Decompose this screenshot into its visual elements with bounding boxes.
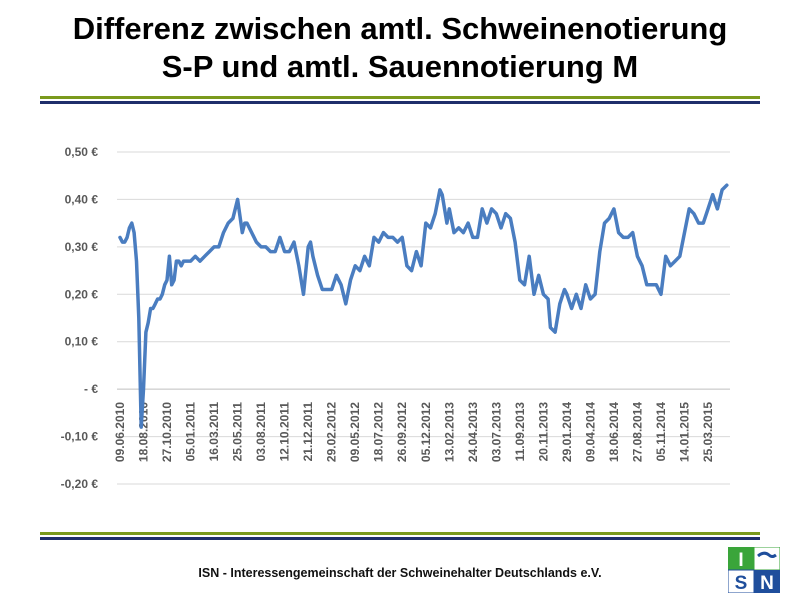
x-tick-label: 27.10.2010 [160,402,174,462]
y-tick-label: 0,50 € [65,145,99,159]
x-tick-label: 25.03.2015 [701,402,715,462]
title-line-2: S-P und amtl. Sauennotierung M [161,49,639,84]
x-tick-label: 12.10.2011 [278,402,292,462]
y-tick-label: 0,20 € [65,287,99,301]
chart-gridlines [117,151,730,485]
x-tick-label: 05.01.2011 [184,402,198,462]
y-tick-label: - € [84,382,98,396]
x-tick-label: 05.11.2014 [654,402,668,462]
footer-text: ISN - Interessengemeinschaft der Schwein… [198,566,602,580]
y-tick-label: 0,40 € [65,192,99,206]
x-tick-label: 20.11.2013 [536,402,550,462]
x-tick-label: 18.06.2014 [607,402,621,462]
x-tick-label: 14.01.2015 [677,402,691,462]
x-tick-label: 09.05.2012 [348,402,362,462]
x-axis-tick-labels: 09.06.2010 18.08.2010 27.10.2010 05.01.2011… [113,402,715,462]
chart-series [118,183,729,429]
x-tick-label: 05.12.2012 [419,402,433,462]
top-rule-green [40,96,760,99]
bottom-rule-green [40,532,760,535]
y-axis-tick-labels: 0,50 € 0,40 € 0,30 € 0,20 € 0,10 € - € -0,10 €… [61,145,99,491]
x-tick-label: 29.02.2012 [325,402,339,462]
bottom-rule-navy [40,537,760,540]
isn-logo: I S N [728,547,780,593]
x-tick-label: 09.06.2010 [113,402,127,462]
svg-text:I: I [738,550,743,571]
x-tick-label: 11.09.2013 [513,402,527,462]
y-tick-label: -0,20 € [61,477,99,491]
x-tick-label: 03.08.2011 [254,402,268,462]
x-tick-label: 09.04.2014 [583,402,597,462]
svg-text:S: S [735,573,748,593]
slide-title: Differenz zwischen amtl. Schweinenotieru… [0,10,800,86]
x-tick-label: 18.07.2012 [372,402,386,462]
y-tick-label: -0,10 € [61,430,99,444]
x-tick-label: 26.09.2012 [395,402,409,462]
title-line-1: Differenz zwischen amtl. Schweinenotieru… [72,11,728,46]
series-line [118,183,729,429]
y-tick-label: 0,30 € [65,240,99,254]
x-tick-label: 03.07.2013 [489,402,503,462]
x-tick-label: 21.12.2011 [301,402,315,462]
x-tick-label: 24.04.2013 [466,402,480,462]
line-chart: 0,50 € 0,40 € 0,30 € 0,20 € 0,10 € - € -0,10 €… [61,145,730,491]
x-tick-label: 16.03.2011 [207,402,221,462]
svg-text:N: N [760,573,774,593]
x-tick-label: 13.02.2013 [442,402,456,462]
top-rule-navy [40,101,760,104]
x-tick-label: 27.08.2014 [630,402,644,462]
y-tick-label: 0,10 € [65,335,99,349]
x-tick-label: 29.01.2014 [560,402,574,462]
x-tick-label: 25.05.2011 [231,402,245,462]
